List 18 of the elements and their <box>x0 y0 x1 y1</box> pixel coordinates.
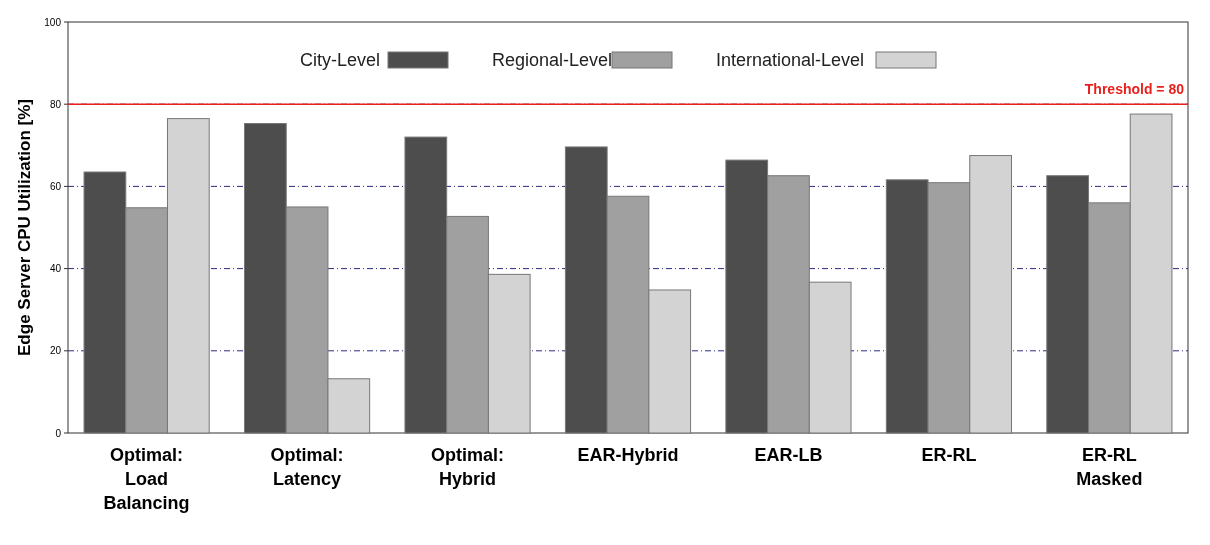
legend-label: International-Level <box>716 50 865 71</box>
y-tick-label: 20 <box>49 345 62 357</box>
y-axis-title: Edge Server CPU Utilization [%] <box>15 99 34 356</box>
x-tick-label: EAR-LB <box>754 445 823 465</box>
y-tick-label: 40 <box>49 263 62 275</box>
x-tick-label: ER-RL <box>921 445 977 465</box>
x-tick-label: ER-RL Masked <box>1076 445 1143 489</box>
x-tick-label: Optimal: Latency <box>270 445 344 489</box>
legend-label: City-Level <box>300 50 381 71</box>
x-tick-label: Optimal: Hybrid <box>431 445 505 489</box>
x-tick-label: Optimal: Load Balancing <box>103 445 190 513</box>
y-tick-label: 60 <box>49 180 62 192</box>
y-tick-label: 0 <box>55 427 62 439</box>
y-tick-label: 100 <box>44 16 62 28</box>
y-tick-label: 80 <box>49 98 62 110</box>
ref-line-label: Threshold = 80 <box>1084 81 1185 98</box>
x-tick-label: EAR-Hybrid <box>577 445 679 465</box>
legend-label: Regional-Level <box>492 50 613 71</box>
